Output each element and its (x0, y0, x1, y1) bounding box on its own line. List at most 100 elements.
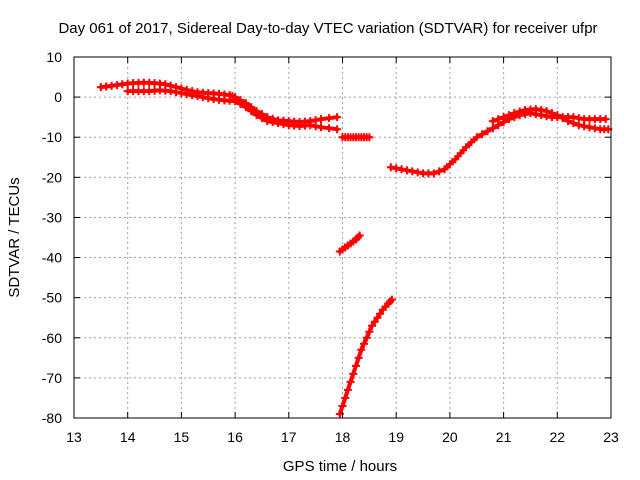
y-tick-label: -20 (42, 169, 62, 185)
y-tick-label: -60 (42, 330, 62, 346)
data-point (408, 167, 417, 176)
data-point (231, 97, 240, 106)
data-point (451, 155, 460, 164)
data-layer (96, 78, 613, 418)
data-point (376, 309, 385, 318)
data-point (515, 107, 524, 116)
data-point (402, 166, 411, 175)
y-tick-label: 0 (54, 89, 62, 105)
data-point (564, 117, 573, 126)
x-tick-label: 20 (442, 429, 458, 445)
y-tick-label: -10 (42, 129, 62, 145)
chart-title: Day 061 of 2017, Sidereal Day-to-day VTE… (58, 20, 597, 37)
x-tick-label: 22 (550, 429, 566, 445)
data-point (317, 123, 326, 132)
data-point (333, 113, 342, 122)
y-tick-label: -40 (42, 250, 62, 266)
data-point (499, 113, 508, 122)
data-point (397, 165, 406, 174)
data-point (467, 138, 476, 147)
data-point (373, 313, 382, 322)
data-point (590, 124, 599, 133)
ticks: 13 14 15 16 17 18 19 20 21 22 23 10 0 -10 -20 -30 -40 -50… (42, 49, 619, 445)
data-point (252, 111, 261, 120)
data-point (349, 369, 358, 378)
data-point (580, 122, 589, 131)
x-tick-label: 23 (603, 429, 619, 445)
y-tick-label: -50 (42, 290, 62, 306)
data-point (601, 115, 610, 124)
x-tick-label: 13 (66, 429, 82, 445)
data-point (198, 93, 207, 102)
data-point (354, 353, 363, 362)
x-tick-label: 14 (120, 429, 136, 445)
x-tick-label: 16 (227, 429, 243, 445)
x-tick-label: 15 (174, 429, 190, 445)
data-point (338, 401, 347, 410)
series-short-descending-segment (335, 231, 364, 256)
series-steep-segment (335, 295, 396, 418)
data-point (462, 143, 471, 152)
data-point (387, 295, 396, 304)
data-point (362, 333, 371, 342)
data-point (317, 115, 326, 124)
data-point (537, 106, 546, 115)
x-tick-label: 19 (388, 429, 404, 445)
grid (74, 57, 611, 418)
data-point (386, 163, 395, 172)
data-point (341, 393, 350, 402)
y-axis-label: SDTVAR / TECUs (6, 177, 23, 297)
y-tick-label: 10 (46, 49, 62, 65)
data-point (166, 87, 175, 96)
data-point (494, 115, 503, 124)
data-point (472, 133, 481, 142)
y-tick-label: -30 (42, 209, 62, 225)
data-point (306, 121, 315, 130)
data-point (325, 124, 334, 133)
data-point (274, 119, 283, 128)
data-point (585, 123, 594, 132)
data-point (263, 117, 272, 126)
y-tick-label: -70 (42, 370, 62, 386)
data-point (355, 231, 364, 240)
data-point (177, 89, 186, 98)
data-point (531, 105, 540, 114)
data-point (440, 165, 449, 174)
data-point (547, 109, 556, 118)
data-point (574, 114, 583, 123)
data-point (346, 377, 355, 386)
data-point (193, 92, 202, 101)
data-point (268, 118, 277, 127)
data-point (311, 122, 320, 131)
data-point (204, 94, 213, 103)
x-tick-label: 17 (281, 429, 297, 445)
data-point (569, 119, 578, 128)
x-axis-label: GPS time / hours (283, 458, 397, 475)
data-point (542, 107, 551, 116)
data-point (488, 124, 497, 133)
data-point (392, 164, 401, 173)
data-point (365, 133, 374, 142)
series-band (337, 297, 394, 416)
series-segment-18h (338, 133, 374, 142)
x-tick-label: 18 (335, 429, 351, 445)
data-point (257, 114, 266, 123)
y-tick-label: -80 (42, 410, 62, 426)
data-point (236, 100, 245, 109)
data-point (510, 109, 519, 118)
data-point (247, 107, 256, 116)
data-point (325, 114, 334, 123)
data-point (429, 169, 438, 178)
series-afternoon-track (386, 109, 610, 178)
data-point (343, 385, 352, 394)
data-point (370, 317, 379, 326)
x-tick-label: 21 (496, 429, 512, 445)
data-point (359, 339, 368, 348)
series-upper-morning-track (96, 78, 342, 126)
data-point (504, 111, 513, 120)
data-point (413, 168, 422, 177)
data-point (351, 361, 360, 370)
series-lower-morning-track (123, 86, 342, 134)
data-point (172, 88, 181, 97)
